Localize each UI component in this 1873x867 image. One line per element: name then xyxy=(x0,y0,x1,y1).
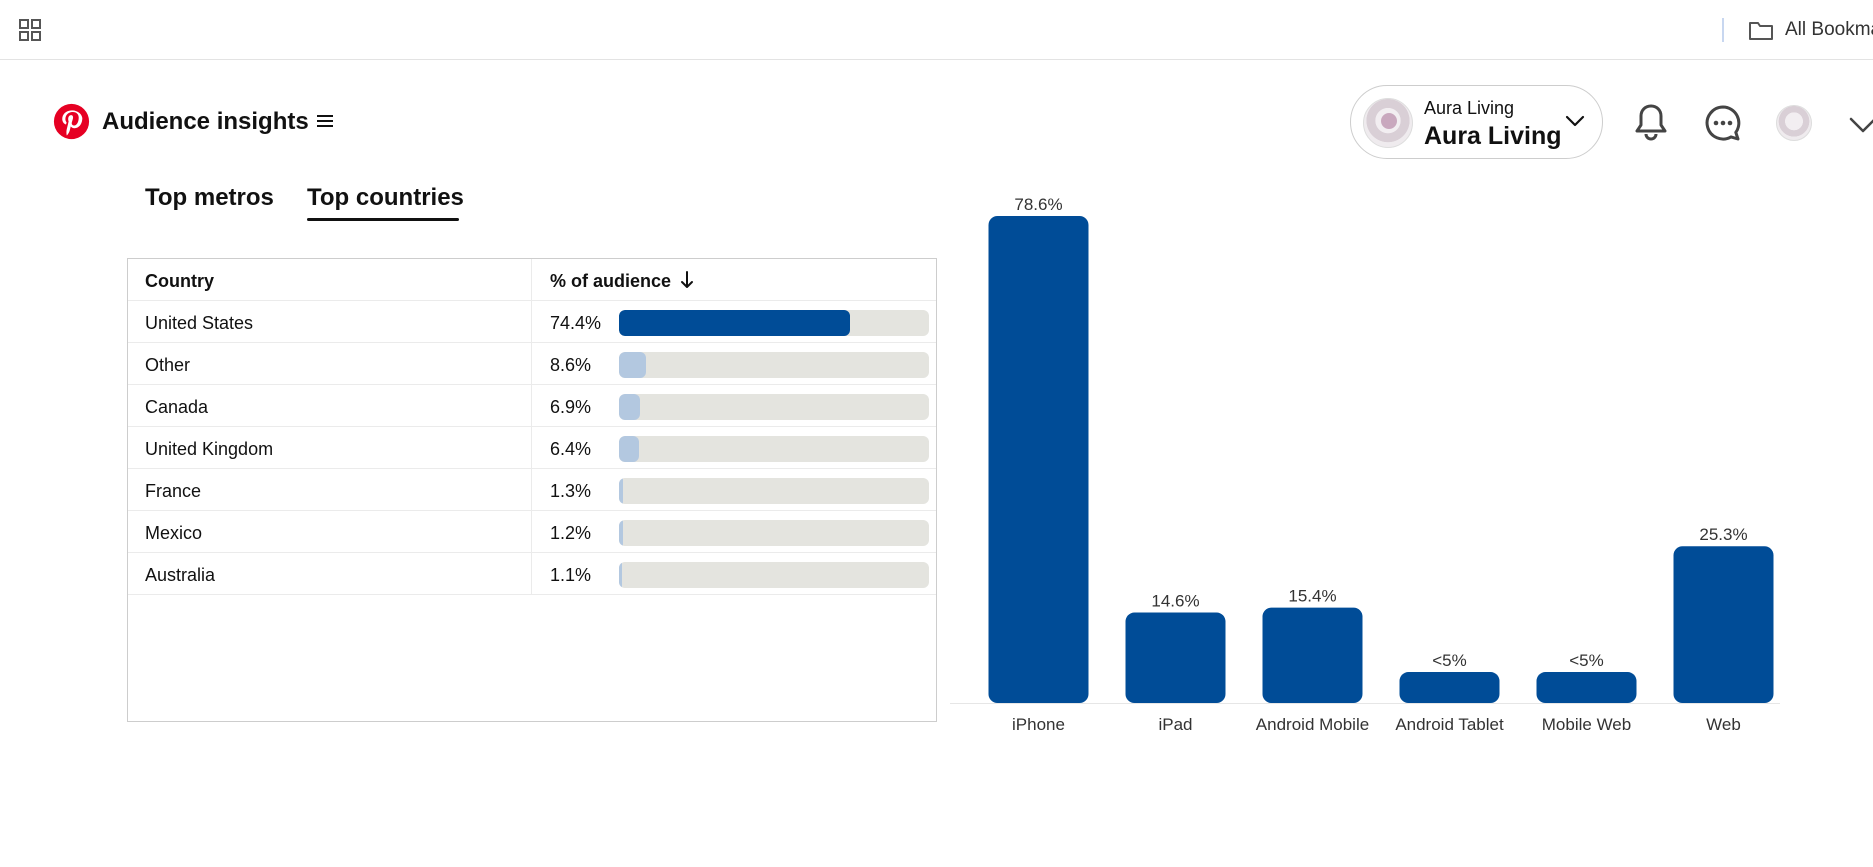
bar-iphone[interactable] xyxy=(988,216,1089,703)
audience-percent: 6.4% xyxy=(550,439,592,459)
table-row: Canada 6.9% xyxy=(128,385,936,427)
category-label: Android Tablet xyxy=(1395,715,1504,734)
device-bar-chart: 78.6% iPhone 14.6% iPad 15.4% Android Mobile <… xyxy=(950,195,1780,734)
account-name: Aura Living xyxy=(1424,122,1562,150)
page-title: Audience insights xyxy=(102,108,309,135)
bell-icon[interactable] xyxy=(1632,102,1670,142)
column-header-percent[interactable]: % of audience xyxy=(550,271,672,291)
country-name: United Kingdom xyxy=(145,439,274,459)
grid-apps-icon[interactable] xyxy=(19,19,41,41)
country-name: Other xyxy=(145,355,191,375)
percent-bar-fill xyxy=(619,310,850,336)
category-label: iPad xyxy=(1158,715,1192,734)
table-row: France 1.3% xyxy=(128,469,936,511)
audience-percent: 1.1% xyxy=(550,565,592,585)
bar-web[interactable] xyxy=(1673,546,1774,703)
pinterest-logo-icon[interactable] xyxy=(53,103,90,140)
percent-bar-track xyxy=(619,310,929,336)
account-avatar xyxy=(1363,98,1413,148)
category-label: Android Mobile xyxy=(1256,715,1369,734)
chevron-down-icon xyxy=(1565,115,1585,127)
percent-bar-fill xyxy=(619,394,641,420)
account-name-small: Aura Living xyxy=(1424,98,1515,118)
user-avatar[interactable] xyxy=(1776,105,1812,141)
audience-percent: 1.3% xyxy=(550,481,592,501)
data-label: 25.3% xyxy=(1699,525,1747,544)
percent-bar-fill xyxy=(619,562,623,588)
percent-bar-track xyxy=(619,520,929,546)
all-bookmarks-label[interactable]: All Bookma xyxy=(1785,19,1873,40)
bar-ipad[interactable] xyxy=(1125,612,1226,703)
bar-android-tablet[interactable] xyxy=(1399,672,1500,703)
table-header-row: Country % of audience xyxy=(128,259,936,301)
column-header-country[interactable]: Country xyxy=(145,271,214,291)
country-name: United States xyxy=(145,313,254,333)
table-row: United States 74.4% xyxy=(128,301,936,343)
active-tab-indicator xyxy=(307,218,459,221)
table-row: United Kingdom 6.4% xyxy=(128,427,936,469)
chevron-down-icon[interactable] xyxy=(1848,115,1873,135)
country-name: Mexico xyxy=(145,523,203,543)
tab-top-countries[interactable]: Top countries xyxy=(307,184,464,211)
tab-top-metros[interactable]: Top metros xyxy=(145,184,274,211)
percent-bar-track xyxy=(619,436,929,462)
table-row: Australia 1.1% xyxy=(128,553,936,595)
percent-bar-fill xyxy=(619,352,646,378)
account-switcher[interactable]: Aura Living Aura Living xyxy=(1350,85,1603,159)
percent-bar-track xyxy=(619,478,929,504)
data-label: <5% xyxy=(1569,651,1604,670)
table-row: Mexico 1.2% xyxy=(128,511,936,553)
column-divider xyxy=(531,259,532,595)
data-label: <5% xyxy=(1432,651,1467,670)
audience-percent: 1.2% xyxy=(550,523,592,543)
audience-percent: 8.6% xyxy=(550,355,592,375)
percent-bar-track xyxy=(619,562,929,588)
bar-mobile-web[interactable] xyxy=(1536,672,1637,703)
data-label: 78.6% xyxy=(1014,195,1062,214)
percent-bar-track xyxy=(619,394,929,420)
percent-bar-fill xyxy=(619,478,624,504)
country-name: Australia xyxy=(145,565,216,585)
countries-table: Country % of audience United States 74.4%… xyxy=(127,258,937,722)
bookmarks-divider xyxy=(1722,18,1724,42)
data-label: 14.6% xyxy=(1151,592,1199,611)
category-label: iPhone xyxy=(1012,715,1065,734)
category-label: Mobile Web xyxy=(1542,715,1631,734)
percent-bar-fill xyxy=(619,520,623,546)
hamburger-menu-icon[interactable] xyxy=(316,113,334,129)
percent-bar-fill xyxy=(619,436,639,462)
table-row: Other 8.6% xyxy=(128,343,936,385)
category-label: Web xyxy=(1706,715,1741,734)
arrow-down-icon[interactable] xyxy=(680,270,694,290)
audience-percent: 74.4% xyxy=(550,313,602,333)
country-name: France xyxy=(145,481,202,501)
browser-bookmarks-bar: All Bookma xyxy=(0,0,1873,60)
percent-bar-track xyxy=(619,352,929,378)
bar-android-mobile[interactable] xyxy=(1262,607,1363,703)
chat-bubble-icon[interactable] xyxy=(1704,104,1742,142)
folder-icon[interactable] xyxy=(1748,19,1774,41)
data-label: 15.4% xyxy=(1288,587,1336,606)
country-name: Canada xyxy=(145,397,209,417)
audience-percent: 6.9% xyxy=(550,397,592,417)
